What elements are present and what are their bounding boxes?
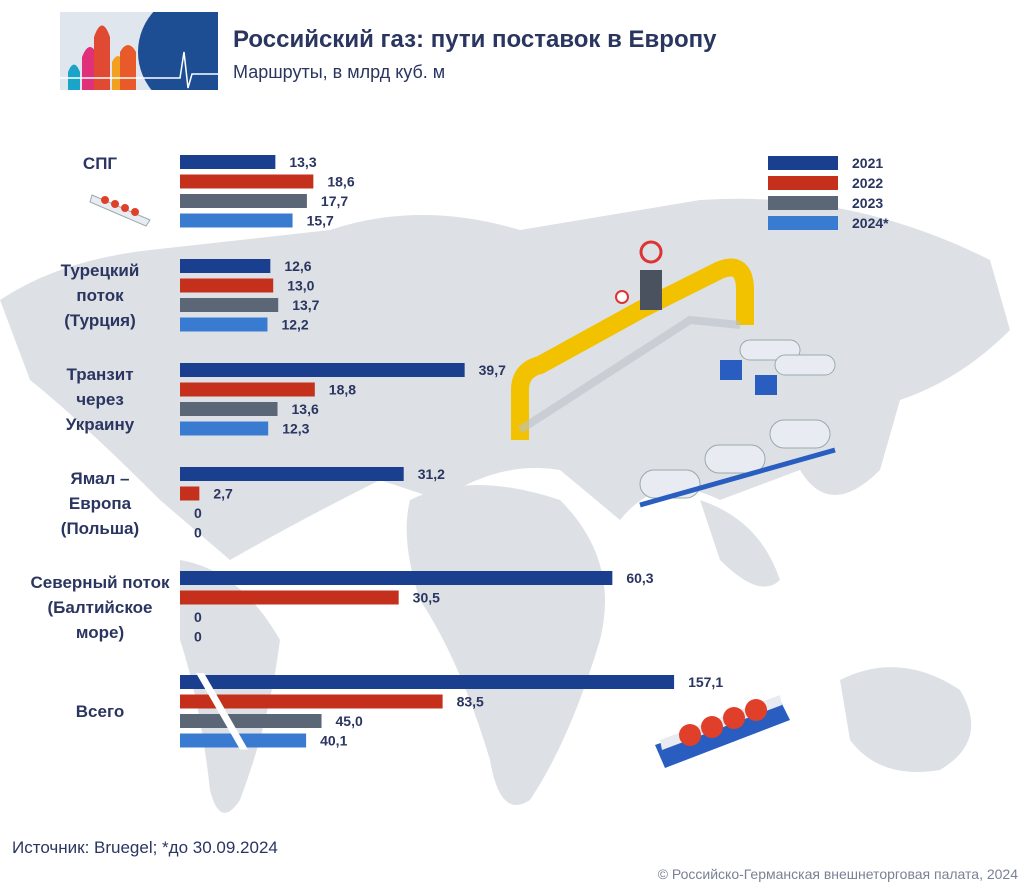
bar-2021 — [180, 467, 404, 481]
data-label: 0 — [194, 525, 202, 541]
data-label: 40,1 — [320, 733, 347, 749]
category-label: Транзит через Украину — [10, 362, 190, 437]
category-label-line: Украину — [65, 414, 135, 434]
data-label: 18,6 — [327, 174, 354, 190]
bar-2022 — [180, 590, 399, 605]
train-illustration — [639, 419, 836, 508]
bar-2024 — [180, 317, 268, 332]
data-label: 18,8 — [329, 382, 356, 398]
legend-item: 2023 — [768, 193, 883, 213]
category-label-line: (Балтийское — [47, 597, 153, 617]
bar-2023 — [180, 402, 278, 416]
data-label: 15,7 — [307, 213, 334, 229]
category-label-line: Турецкий — [60, 260, 140, 280]
page-subtitle: Маршруты, в млрд куб. м — [233, 62, 446, 82]
page-title: Российский газ: пути поставок в Европу — [233, 26, 717, 53]
data-label: 60,3 — [626, 570, 653, 586]
data-label: 12,2 — [281, 317, 308, 333]
data-label: 2,7 — [213, 486, 233, 502]
category-label-line: (Турция) — [64, 310, 136, 330]
bar-2024 — [180, 421, 269, 436]
data-label: 13,7 — [292, 297, 319, 313]
axis-break-mark — [196, 673, 248, 750]
bar-2022 — [180, 694, 443, 709]
data-label: 12,6 — [284, 258, 311, 274]
truck-illustration — [720, 339, 836, 395]
legend-item: 2021 — [768, 153, 883, 173]
data-label: 0 — [194, 629, 202, 645]
bar-2021 — [180, 571, 613, 585]
category-label: Ямал – Европа (Польша) — [10, 466, 190, 541]
category-label-line: поток — [76, 285, 124, 305]
copyright: © Российско-Германская внешнеторговая па… — [657, 866, 1018, 882]
bar-2022 — [180, 278, 274, 293]
legend-swatch — [768, 156, 838, 170]
bar-2023 — [180, 714, 322, 728]
category-label-line: Европа — [68, 493, 132, 513]
small-lng-ship-icon — [89, 194, 151, 227]
legend-label: 2024* — [852, 215, 889, 231]
bar-2021 — [180, 259, 271, 273]
legend-item: 2022 — [768, 173, 883, 193]
bar-2021 — [180, 363, 465, 377]
data-label: 83,5 — [457, 694, 484, 710]
data-label: 39,7 — [479, 362, 506, 378]
lng-ship-illustration — [655, 695, 790, 768]
category-label-line: море) — [75, 622, 125, 642]
data-label: 0 — [194, 505, 202, 521]
category-label-line: Ямал – — [70, 468, 130, 488]
data-label: 13,6 — [292, 401, 319, 417]
bar-2021 — [180, 155, 276, 169]
bar-2024 — [180, 213, 293, 228]
data-label: 157,1 — [688, 674, 723, 690]
data-label: 0 — [194, 609, 202, 625]
category-label: СПГ — [10, 151, 190, 176]
category-label: Всего — [10, 699, 190, 724]
category-label-line: Всего — [75, 701, 125, 721]
legend-swatch — [768, 216, 838, 230]
legend-swatch — [768, 176, 838, 190]
data-label: 17,7 — [321, 193, 348, 209]
data-label: 31,2 — [418, 466, 445, 482]
bar-2022 — [180, 382, 315, 397]
data-label: 45,0 — [336, 713, 363, 729]
bar-2023 — [180, 194, 307, 208]
chamber-logo — [60, 12, 218, 90]
source-note: Источник: Bruegel; *до 30.09.2024 — [12, 838, 278, 857]
category-label-line: Северный поток — [30, 572, 170, 592]
data-label: 12,3 — [282, 421, 309, 437]
legend-item: 2024* — [768, 213, 889, 233]
bar-2022 — [180, 486, 200, 501]
category-label: Турецкий поток (Турция) — [10, 258, 190, 333]
category-label: Северный поток (Балтийское море) — [10, 570, 190, 645]
category-label-line: СПГ — [82, 153, 118, 173]
legend-label: 2021 — [852, 155, 884, 171]
legend-swatch — [768, 196, 838, 210]
data-label: 13,0 — [287, 278, 314, 294]
category-label-line: через — [76, 389, 124, 409]
bar-2024 — [180, 733, 307, 748]
bar-2021 — [180, 675, 675, 689]
category-label-line: Транзит — [66, 364, 134, 384]
bar-2023 — [180, 298, 279, 312]
pipeline-illustration — [511, 240, 754, 440]
legend-label: 2022 — [852, 175, 884, 191]
legend-label: 2023 — [852, 195, 884, 211]
data-label: 13,3 — [289, 154, 316, 170]
bar-2022 — [180, 174, 314, 189]
category-label-line: (Польша) — [60, 518, 140, 538]
data-label: 30,5 — [413, 590, 440, 606]
